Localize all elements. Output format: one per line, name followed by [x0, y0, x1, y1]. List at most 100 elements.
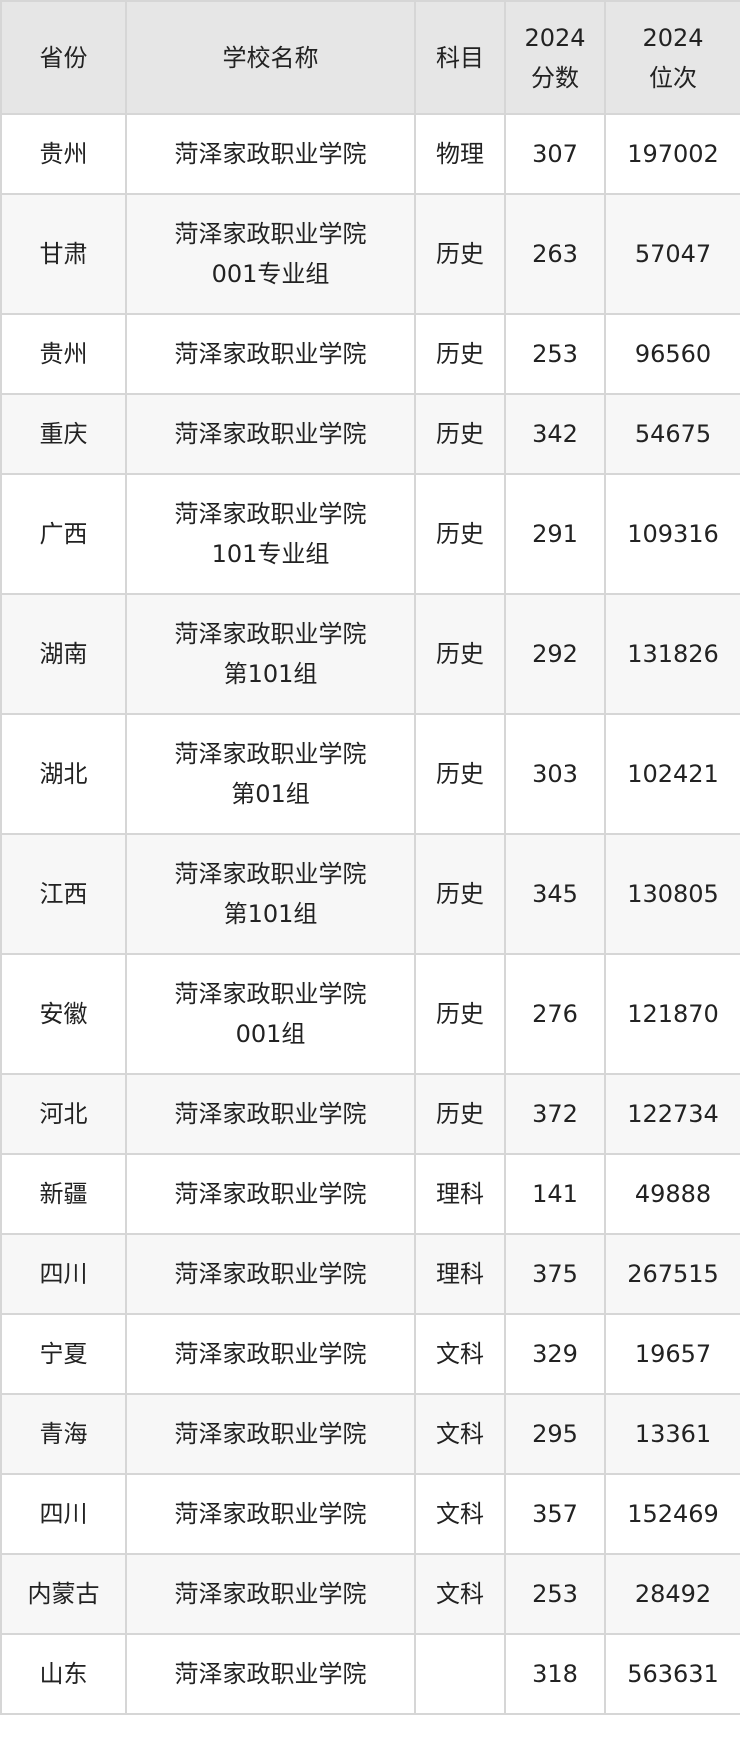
cell-school: 菏泽家政职业学院 [125, 1393, 416, 1475]
school-name: 菏泽家政职业学院 [174, 860, 367, 888]
school-group: 001专业组 [211, 260, 330, 288]
cell-school: 菏泽家政职业学院 001专业组 [125, 193, 416, 315]
cell-province: 四川 [0, 1473, 127, 1555]
cell-rank: 109316 [604, 473, 740, 595]
cell-school: 菏泽家政职业学院 001组 [125, 953, 416, 1075]
table-row: 安徽 菏泽家政职业学院 001组 历史 276 121870 [0, 953, 740, 1075]
cell-province: 山东 [0, 1633, 127, 1715]
cell-score: 303 [504, 713, 606, 835]
cell-province: 内蒙古 [0, 1553, 127, 1635]
cell-school: 菏泽家政职业学院 第101组 [125, 593, 416, 715]
cell-subject [414, 1633, 506, 1715]
table-row: 新疆 菏泽家政职业学院 理科 141 49888 [0, 1153, 740, 1235]
cell-score: 295 [504, 1393, 606, 1475]
cell-score: 357 [504, 1473, 606, 1555]
table-row: 青海 菏泽家政职业学院 文科 295 13361 [0, 1393, 740, 1475]
table-row: 湖南 菏泽家政职业学院 第101组 历史 292 131826 [0, 593, 740, 715]
cell-subject: 历史 [414, 713, 506, 835]
cell-province: 贵州 [0, 313, 127, 395]
cell-score: 263 [504, 193, 606, 315]
cell-subject: 文科 [414, 1473, 506, 1555]
header-rank-label: 位次 [649, 63, 697, 92]
school-name: 菏泽家政职业学院 [174, 1500, 367, 1528]
cell-school: 菏泽家政职业学院 [125, 1233, 416, 1315]
school-name: 菏泽家政职业学院 [174, 740, 367, 768]
cell-province: 四川 [0, 1233, 127, 1315]
cell-subject: 理科 [414, 1233, 506, 1315]
table-row: 四川 菏泽家政职业学院 理科 375 267515 [0, 1233, 740, 1315]
cell-province: 重庆 [0, 393, 127, 475]
cell-score: 292 [504, 593, 606, 715]
school-group: 第101组 [223, 900, 318, 928]
table-row: 贵州 菏泽家政职业学院 历史 253 96560 [0, 313, 740, 395]
cell-rank: 13361 [604, 1393, 740, 1475]
cell-province: 宁夏 [0, 1313, 127, 1395]
cell-school: 菏泽家政职业学院 [125, 1633, 416, 1715]
cell-score: 345 [504, 833, 606, 955]
cell-province: 河北 [0, 1073, 127, 1155]
cell-score: 375 [504, 1233, 606, 1315]
cell-score: 342 [504, 393, 606, 475]
school-name: 菏泽家政职业学院 [174, 1340, 367, 1368]
cell-subject: 历史 [414, 593, 506, 715]
cell-rank: 121870 [604, 953, 740, 1075]
cell-subject: 文科 [414, 1393, 506, 1475]
school-name: 菏泽家政职业学院 [174, 220, 367, 248]
header-school: 学校名称 [125, 0, 416, 115]
school-group: 001组 [235, 1020, 306, 1048]
table-row: 湖北 菏泽家政职业学院 第01组 历史 303 102421 [0, 713, 740, 835]
cell-province: 江西 [0, 833, 127, 955]
cell-subject: 文科 [414, 1553, 506, 1635]
cell-subject: 历史 [414, 953, 506, 1075]
cell-rank: 122734 [604, 1073, 740, 1155]
cell-province: 青海 [0, 1393, 127, 1475]
cell-province: 广西 [0, 473, 127, 595]
table-row: 重庆 菏泽家政职业学院 历史 342 54675 [0, 393, 740, 475]
cell-rank: 267515 [604, 1233, 740, 1315]
cell-subject: 历史 [414, 833, 506, 955]
cell-province: 贵州 [0, 113, 127, 195]
table-row: 宁夏 菏泽家政职业学院 文科 329 19657 [0, 1313, 740, 1395]
header-score-label: 分数 [531, 63, 579, 92]
cell-score: 307 [504, 113, 606, 195]
cell-school: 菏泽家政职业学院 [125, 313, 416, 395]
cell-rank: 28492 [604, 1553, 740, 1635]
cell-school: 菏泽家政职业学院 [125, 1313, 416, 1395]
school-name: 菏泽家政职业学院 [174, 980, 367, 1008]
table-row: 江西 菏泽家政职业学院 第101组 历史 345 130805 [0, 833, 740, 955]
school-name: 菏泽家政职业学院 [174, 420, 367, 448]
cell-score: 291 [504, 473, 606, 595]
cell-school: 菏泽家政职业学院 [125, 1473, 416, 1555]
cell-score: 318 [504, 1633, 606, 1715]
cell-rank: 96560 [604, 313, 740, 395]
header-subject: 科目 [414, 0, 506, 115]
cell-rank: 130805 [604, 833, 740, 955]
cell-school: 菏泽家政职业学院 101专业组 [125, 473, 416, 595]
school-name: 菏泽家政职业学院 [174, 1580, 367, 1608]
cell-school: 菏泽家政职业学院 [125, 393, 416, 475]
cell-subject: 历史 [414, 473, 506, 595]
cell-province: 湖北 [0, 713, 127, 835]
school-name: 菏泽家政职业学院 [174, 1180, 367, 1208]
school-name: 菏泽家政职业学院 [174, 1660, 367, 1688]
school-group: 第101组 [223, 660, 318, 688]
cell-rank: 54675 [604, 393, 740, 475]
table-row: 贵州 菏泽家政职业学院 物理 307 197002 [0, 113, 740, 195]
cell-subject: 历史 [414, 393, 506, 475]
cell-subject: 历史 [414, 193, 506, 315]
school-group: 第01组 [231, 780, 310, 808]
cell-school: 菏泽家政职业学院 [125, 1073, 416, 1155]
cell-subject: 理科 [414, 1153, 506, 1235]
school-name: 菏泽家政职业学院 [174, 620, 367, 648]
cell-school: 菏泽家政职业学院 [125, 1153, 416, 1235]
table-row: 山东 菏泽家政职业学院 318 563631 [0, 1633, 740, 1715]
cell-rank: 197002 [604, 113, 740, 195]
cell-school: 菏泽家政职业学院 第01组 [125, 713, 416, 835]
cell-score: 329 [504, 1313, 606, 1395]
school-name: 菏泽家政职业学院 [174, 140, 367, 168]
cell-score: 253 [504, 1553, 606, 1635]
cell-rank: 152469 [604, 1473, 740, 1555]
cell-subject: 历史 [414, 313, 506, 395]
school-name: 菏泽家政职业学院 [174, 1260, 367, 1288]
